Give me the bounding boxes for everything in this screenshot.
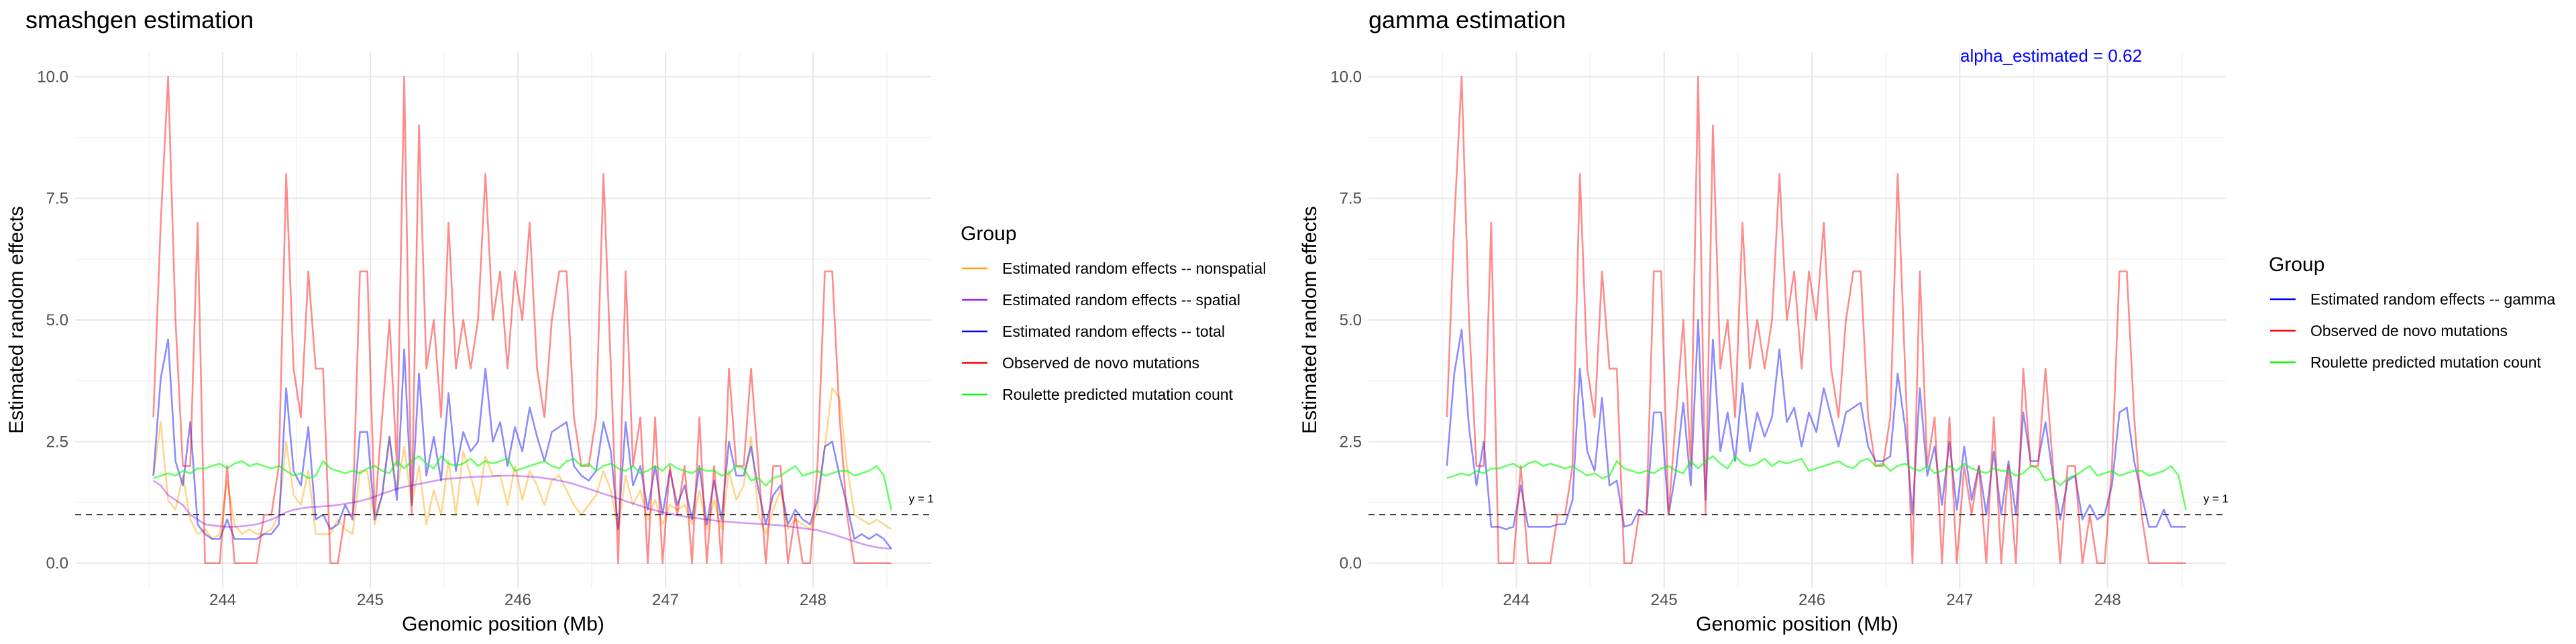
legend-label-roulette-predicted-mutation-count: Roulette predicted mutation count (1002, 386, 1234, 403)
series-line-roulette-predicted-mutation-count (153, 455, 892, 511)
y-tick-label: 0.0 (1340, 555, 1362, 573)
y-axis-title: Estimated random effects (1299, 206, 1321, 434)
legend-label-observed-de-novo-mutations: Observed de novo mutations (2310, 322, 2508, 339)
series-line-observed-de-novo-mutations (152, 76, 892, 565)
legend-label-roulette-predicted-mutation-count: Roulette predicted mutation count (2310, 354, 2542, 371)
legend-label-estimated-random-effects-nonspatial: Estimated random effects -- nonspatial (1002, 260, 1266, 277)
legend-label-estimated-random-effects-spatial: Estimated random effects -- spatial (1002, 291, 1240, 309)
x-axis-title: Genomic position (Mb) (1696, 613, 1898, 635)
y-tick-label: 2.5 (46, 433, 68, 451)
x-tick-label: 248 (2094, 591, 2121, 609)
gamma-panel: 0.0 2.5 5.0 7.5 10.0 244 245 246 247 248 y = 1 gamm… (1299, 6, 2555, 635)
series-line-estimated-random-effects-gamma (1446, 319, 2186, 531)
smashgen-panel: 0.0 2.5 5.0 7.5 10.0 244 245 246 247 248 y = 1 smas… (5, 6, 1266, 635)
x-tick-label: 248 (800, 591, 826, 609)
y-tick-label: 10.0 (37, 68, 68, 86)
y-axis-title: Estimated random effects (5, 206, 28, 434)
y-tick-label: 10.0 (1330, 68, 1362, 86)
chart-title: smashgen estimation (25, 6, 254, 34)
x-tick-label: 245 (1651, 591, 1678, 609)
y-tick-label: 2.5 (1340, 433, 1362, 451)
series-line-estimated-random-effects-total (152, 338, 892, 549)
legend-label-observed-de-novo-mutations: Observed de novo mutations (1002, 354, 1199, 372)
legend-label-estimated-random-effects-total: Estimated random effects -- total (1002, 323, 1225, 340)
x-axis-title: Genomic position (Mb) (402, 613, 604, 635)
x-tick-label: 246 (1799, 591, 1825, 609)
legend-title: Group (2269, 254, 2324, 276)
series-line-roulette-predicted-mutation-count (1446, 455, 2187, 511)
y-tick-label: 7.5 (46, 190, 68, 208)
x-tick-label: 247 (1946, 591, 1973, 609)
chart-title: gamma estimation (1368, 6, 1566, 34)
y-tick-label: 5.0 (1340, 311, 1362, 329)
series-line-observed-de-novo-mutations (1446, 76, 2186, 565)
x-tick-label: 246 (504, 591, 531, 609)
reference-line-label: y = 1 (2204, 492, 2229, 505)
series-line-estimated-random-effects-spatial (152, 474, 892, 550)
y-tick-label: 5.0 (46, 311, 68, 329)
x-tick-label: 244 (209, 591, 236, 609)
y-tick-label: 7.5 (1340, 190, 1362, 208)
legend-title: Group (961, 223, 1016, 245)
x-tick-label: 244 (1503, 591, 1529, 609)
alpha-estimate-annotation: alpha_estimated = 0.62 (1960, 46, 2142, 66)
series-line-estimated-random-effects-nonspatial (152, 387, 892, 540)
x-tick-label: 247 (652, 591, 679, 609)
y-tick-label: 0.0 (46, 555, 68, 573)
reference-line-label: y = 1 (909, 492, 934, 505)
x-tick-label: 245 (357, 591, 384, 609)
legend-label-estimated-random-effects-gamma: Estimated random effects -- gamma (2310, 290, 2555, 308)
